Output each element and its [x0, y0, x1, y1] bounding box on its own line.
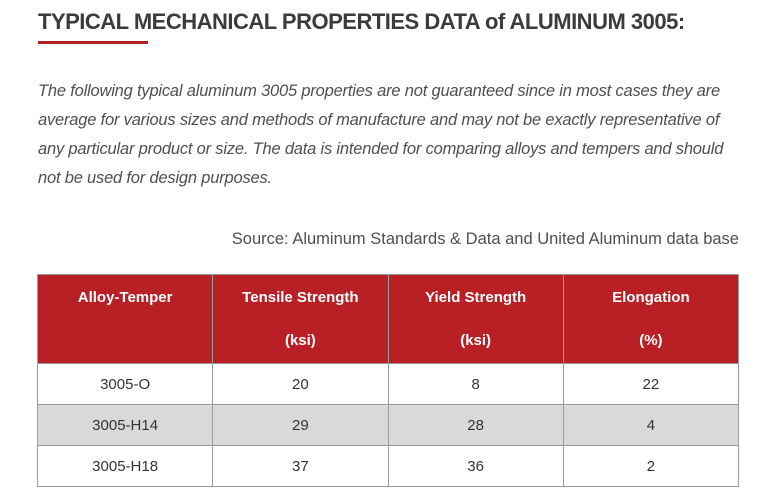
cell-alloy-temper: 3005-H14 [36, 404, 214, 446]
cell-tensile: 29 [212, 404, 389, 446]
table-header-row: Alloy-Temper Tensile Strength (ksi) Yiel… [36, 274, 740, 364]
column-label: Elongation [612, 289, 690, 306]
title-underline-divider [38, 41, 148, 44]
source-text: Source: Aluminum Standards & Data and Un… [231, 230, 739, 248]
column-header-alloy-temper: Alloy-Temper [36, 274, 214, 364]
cell-elongation: 2 [562, 445, 740, 487]
disclaimer-paragraph: The following typical aluminum 3005 prop… [38, 82, 724, 187]
column-label: Tensile Strength [242, 289, 359, 306]
page-title: TYPICAL MECHANICAL PROPERTIES DATA of AL… [38, 9, 685, 34]
mechanical-properties-table: Alloy-Temper Tensile Strength (ksi) Yiel… [36, 274, 740, 487]
column-header-tensile-strength: Tensile Strength (ksi) [212, 274, 389, 364]
cell-yield: 8 [387, 363, 564, 405]
table-row-3005-H14: 3005-H14 29 28 4 [36, 404, 740, 446]
table-row-3005-O: 3005-O 20 8 22 [36, 363, 740, 405]
column-header-elongation: Elongation (%) [562, 274, 740, 364]
column-unit [44, 332, 206, 350]
page: TYPICAL MECHANICAL PROPERTIES DATA of AL… [0, 9, 768, 494]
column-header-yield-strength: Yield Strength (ksi) [387, 274, 564, 364]
cell-alloy-temper: 3005-O [36, 363, 214, 405]
column-label: Yield Strength [425, 289, 527, 306]
table-row-3005-H18: 3005-H18 37 36 2 [36, 445, 740, 487]
cell-tensile: 37 [212, 445, 389, 487]
column-unit: (ksi) [460, 332, 492, 349]
cell-elongation: 4 [562, 404, 740, 446]
cell-yield: 28 [387, 404, 564, 446]
cell-tensile: 20 [212, 363, 389, 405]
column-unit: (%) [639, 332, 663, 349]
column-label: Alloy-Temper [77, 289, 173, 306]
cell-alloy-temper: 3005-H18 [36, 445, 214, 487]
cell-elongation: 22 [562, 363, 740, 405]
column-unit: (ksi) [284, 332, 316, 349]
table-body: 3005-O 20 8 22 3005-H14 29 28 4 3005-H18… [36, 363, 740, 487]
table-header: Alloy-Temper Tensile Strength (ksi) Yiel… [36, 274, 740, 364]
cell-yield: 36 [387, 445, 564, 487]
